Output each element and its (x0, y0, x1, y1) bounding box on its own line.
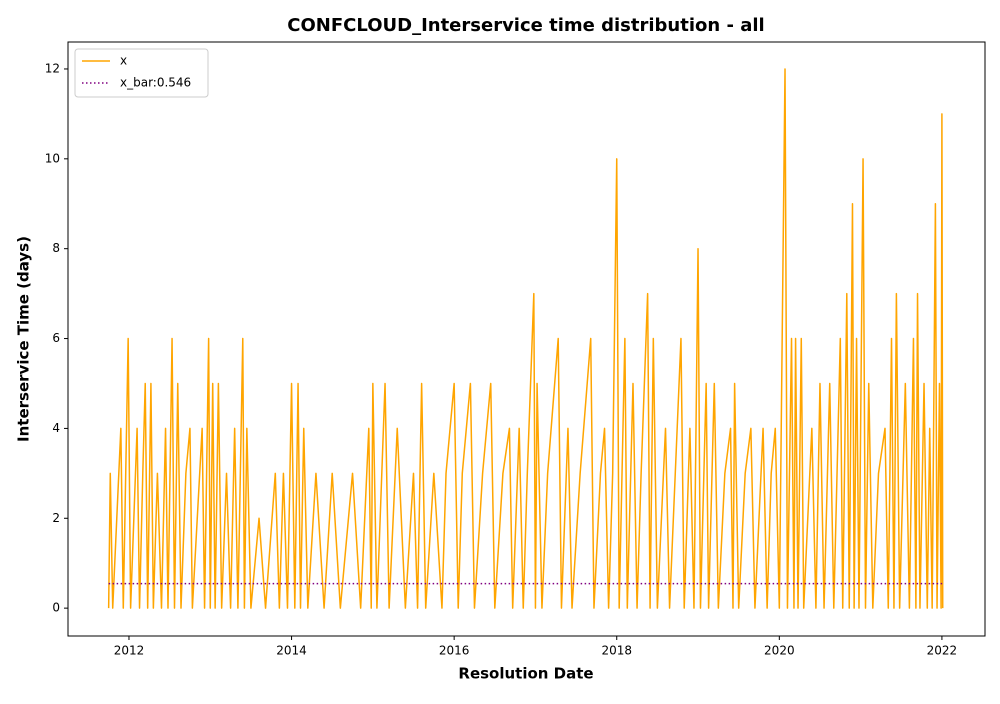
legend-label: x (120, 54, 127, 68)
chart-title: CONFCLOUD_Interservice time distribution… (287, 15, 764, 36)
legend-label: x_bar:0.546 (120, 76, 191, 90)
x-tick-label: 2018 (601, 644, 632, 658)
x-tick-label: 2020 (764, 644, 795, 658)
y-tick-label: 2 (52, 511, 60, 525)
series-line (107, 68, 944, 609)
y-tick-label: 10 (45, 151, 60, 165)
x-tick-label: 2022 (927, 644, 958, 658)
x-tick-label: 2016 (439, 644, 470, 658)
y-axis-label: Interservice Time (days) (15, 236, 33, 442)
plot-frame (67, 41, 986, 637)
x-tick-label: 2012 (114, 644, 145, 658)
legend-box (74, 48, 209, 98)
y-tick-label: 12 (45, 61, 60, 75)
y-tick-label: 4 (52, 421, 60, 435)
y-tick-label: 6 (52, 331, 60, 345)
x-tick-label: 2014 (276, 644, 307, 658)
x-axis-label: Resolution Date (458, 665, 593, 683)
y-tick-label: 8 (52, 241, 60, 255)
y-tick-label: 0 (52, 601, 60, 615)
